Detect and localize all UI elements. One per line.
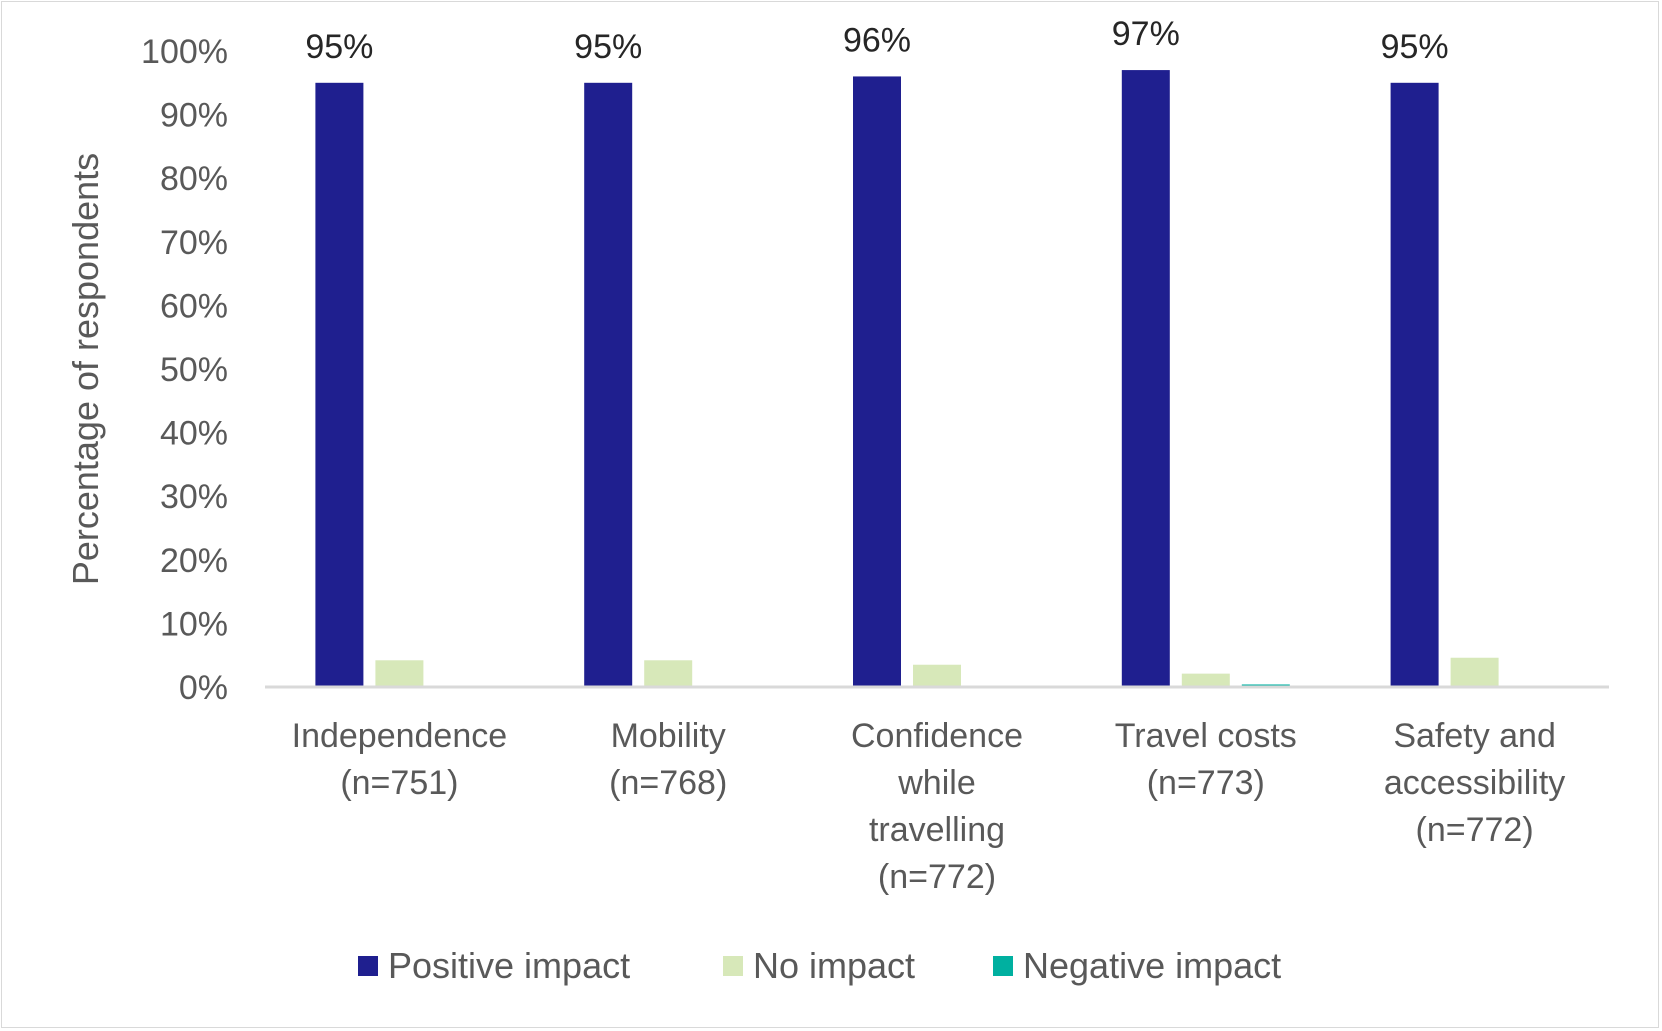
bar-no-impact	[644, 660, 693, 687]
x-tick-label: Safety and	[1393, 717, 1556, 755]
y-tick-label: 70%	[160, 224, 228, 262]
x-tick-label: travelling	[869, 811, 1005, 849]
bar-positive-impact	[1390, 82, 1439, 688]
x-tick-label: (n=773)	[1147, 764, 1265, 802]
legend-label: Positive impact	[388, 945, 630, 986]
bar-no-impact	[913, 664, 961, 687]
x-tick-label: Mobility	[611, 717, 726, 755]
x-tick-label: (n=768)	[609, 764, 727, 802]
y-axis-label: Percentage of respondents	[65, 153, 106, 585]
y-tick-label: 30%	[160, 478, 228, 516]
bar-no-impact	[375, 660, 424, 687]
bar-no-impact	[1450, 657, 1499, 687]
legend-label: No impact	[753, 945, 915, 986]
bar-positive-impact	[853, 76, 901, 687]
x-tick-label: (n=772)	[878, 858, 996, 896]
y-tick-label: 40%	[160, 415, 228, 453]
bar-positive-impact	[584, 82, 633, 688]
data-label: 95%	[305, 28, 373, 66]
x-tick-label: Confidence	[851, 717, 1023, 755]
x-tick-label: accessibility	[1384, 764, 1565, 802]
x-tick-label: (n=751)	[340, 764, 458, 802]
y-tick-label: 0%	[179, 669, 228, 707]
legend-swatch	[358, 956, 378, 976]
x-tick-label: Travel costs	[1115, 717, 1297, 755]
legend-swatch	[993, 956, 1013, 976]
legend-swatch	[723, 956, 743, 976]
y-tick-label: 100%	[141, 33, 228, 71]
bar-positive-impact	[315, 82, 364, 688]
x-tick-label: while	[897, 764, 975, 802]
y-tick-label: 80%	[160, 160, 228, 198]
y-tick-label: 10%	[160, 605, 228, 643]
legend-label: Negative impact	[1023, 945, 1281, 986]
data-label: 95%	[574, 28, 642, 66]
y-tick-label: 60%	[160, 287, 228, 325]
data-label: 95%	[1381, 28, 1449, 66]
data-label: 96%	[843, 21, 911, 59]
y-tick-label: 90%	[160, 97, 228, 135]
x-tick-label: (n=772)	[1416, 811, 1534, 849]
data-label: 97%	[1112, 15, 1180, 53]
bar-no-impact	[1181, 673, 1230, 687]
bar-positive-impact	[1121, 70, 1170, 687]
x-tick-label: Independence	[292, 717, 508, 755]
y-tick-label: 20%	[160, 542, 228, 580]
y-tick-label: 50%	[160, 351, 228, 389]
